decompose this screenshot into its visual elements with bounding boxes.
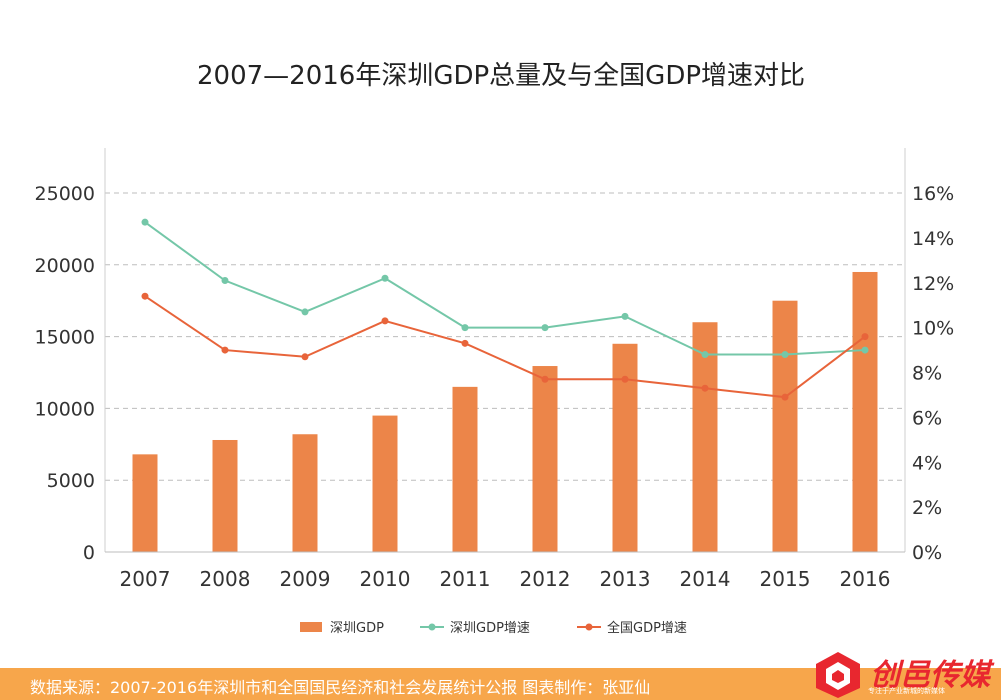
- x-tick-label: 2008: [200, 567, 251, 591]
- point-1-2012: [541, 324, 549, 332]
- x-tick-label: 2010: [360, 567, 411, 591]
- legend-label: 深圳GDP: [330, 621, 384, 636]
- point-1-2007: [141, 218, 149, 226]
- x-tick-label: 2014: [680, 567, 731, 591]
- legend-label: 全国GDP增速: [607, 620, 687, 636]
- legend-swatch-bar: [300, 622, 322, 632]
- legend-swatch-marker: [585, 623, 593, 631]
- right-tick-label: 12%: [912, 273, 954, 295]
- series-line-2: [144, 295, 866, 399]
- logo-icon: [816, 652, 860, 698]
- x-tick-label: 2012: [520, 567, 571, 591]
- left-tick-label: 15000: [35, 327, 95, 349]
- x-axis: 2007 2008 2009 2010 2011 2012 2013 2014 2015 2016: [105, 551, 905, 591]
- x-tick-label: 2016: [840, 567, 891, 591]
- source-note: 数据来源：2007-2016年深圳市和全国国民经济和社会发展统计公报 图表制作：…: [30, 678, 651, 697]
- x-tick-label: 2013: [600, 567, 651, 591]
- point-1-2015: [781, 351, 789, 359]
- left-tick-label: 5000: [47, 470, 95, 492]
- bar-2016: [852, 271, 878, 552]
- right-tick-label: 2%: [912, 497, 942, 519]
- point-1-2008: [221, 277, 229, 285]
- legend-swatch-marker: [428, 623, 436, 631]
- point-2-2008: [221, 346, 229, 354]
- left-tick-label: 0: [83, 542, 95, 564]
- left-axis: 0 5000 10000 15000 20000 25000: [35, 148, 106, 564]
- right-tick-label: 14%: [912, 228, 954, 250]
- point-1-2009: [301, 308, 309, 316]
- legend-label: 深圳GDP增速: [450, 621, 530, 636]
- point-2-2013: [621, 375, 629, 383]
- gridlines: [105, 192, 905, 481]
- chart: 2007—2016年深圳GDP总量及与全国GDP增速对比 0 5000 10000 1…: [35, 61, 955, 636]
- right-tick-label: 4%: [912, 452, 942, 474]
- bar-2014: [692, 322, 718, 552]
- bar-2012: [532, 366, 558, 552]
- point-1-2014: [701, 351, 709, 359]
- left-tick-label: 20000: [35, 255, 95, 277]
- point-1-2013: [621, 312, 629, 320]
- point-2-2015: [781, 393, 789, 401]
- bar-2010: [372, 415, 398, 552]
- right-tick-label: 16%: [912, 183, 954, 205]
- point-2-2009: [301, 353, 309, 361]
- left-tick-label: 25000: [35, 183, 95, 205]
- right-tick-label: 10%: [912, 318, 954, 340]
- brand-logo: 创邑传媒 专注于产业新城的新媒体: [812, 650, 990, 698]
- bar-2015: [772, 300, 798, 552]
- bar-2009: [292, 434, 318, 552]
- point-2-2011: [461, 339, 469, 347]
- point-1-2010: [381, 274, 389, 282]
- chart-title: 2007—2016年深圳GDP总量及与全国GDP增速对比: [197, 61, 805, 91]
- point-2-2014: [701, 384, 709, 392]
- x-tick-label: 2011: [440, 567, 491, 591]
- x-tick-label: 2015: [760, 567, 811, 591]
- legend: 深圳GDP 深圳GDP增速 全国GDP增速: [300, 620, 687, 636]
- point-2-2012: [541, 375, 549, 383]
- right-tick-label: 6%: [912, 407, 942, 429]
- bar-2011: [452, 386, 478, 552]
- left-tick-label: 10000: [35, 398, 95, 420]
- logo-tagline: 专注于产业新城的新媒体: [868, 687, 945, 695]
- point-2-2007: [141, 292, 149, 300]
- point-1-2016: [861, 346, 869, 354]
- logo-text: 创邑传媒: [870, 658, 990, 693]
- point-2-2016: [861, 333, 869, 341]
- bar-2007: [132, 454, 158, 552]
- x-tick-label: 2007: [120, 567, 171, 591]
- right-tick-label: 8%: [912, 363, 942, 385]
- x-tick-label: 2009: [280, 567, 331, 591]
- point-1-2011: [461, 324, 469, 332]
- line-series: [141, 218, 869, 401]
- right-axis: 0% 2% 4% 6% 8% 10% 12% 14% 16%: [904, 148, 954, 564]
- bar-series: [132, 271, 878, 552]
- right-tick-label: 0%: [912, 542, 942, 564]
- point-2-2010: [381, 317, 389, 325]
- series-line-1: [144, 221, 866, 356]
- bar-2013: [612, 343, 638, 552]
- bar-2008: [212, 439, 238, 552]
